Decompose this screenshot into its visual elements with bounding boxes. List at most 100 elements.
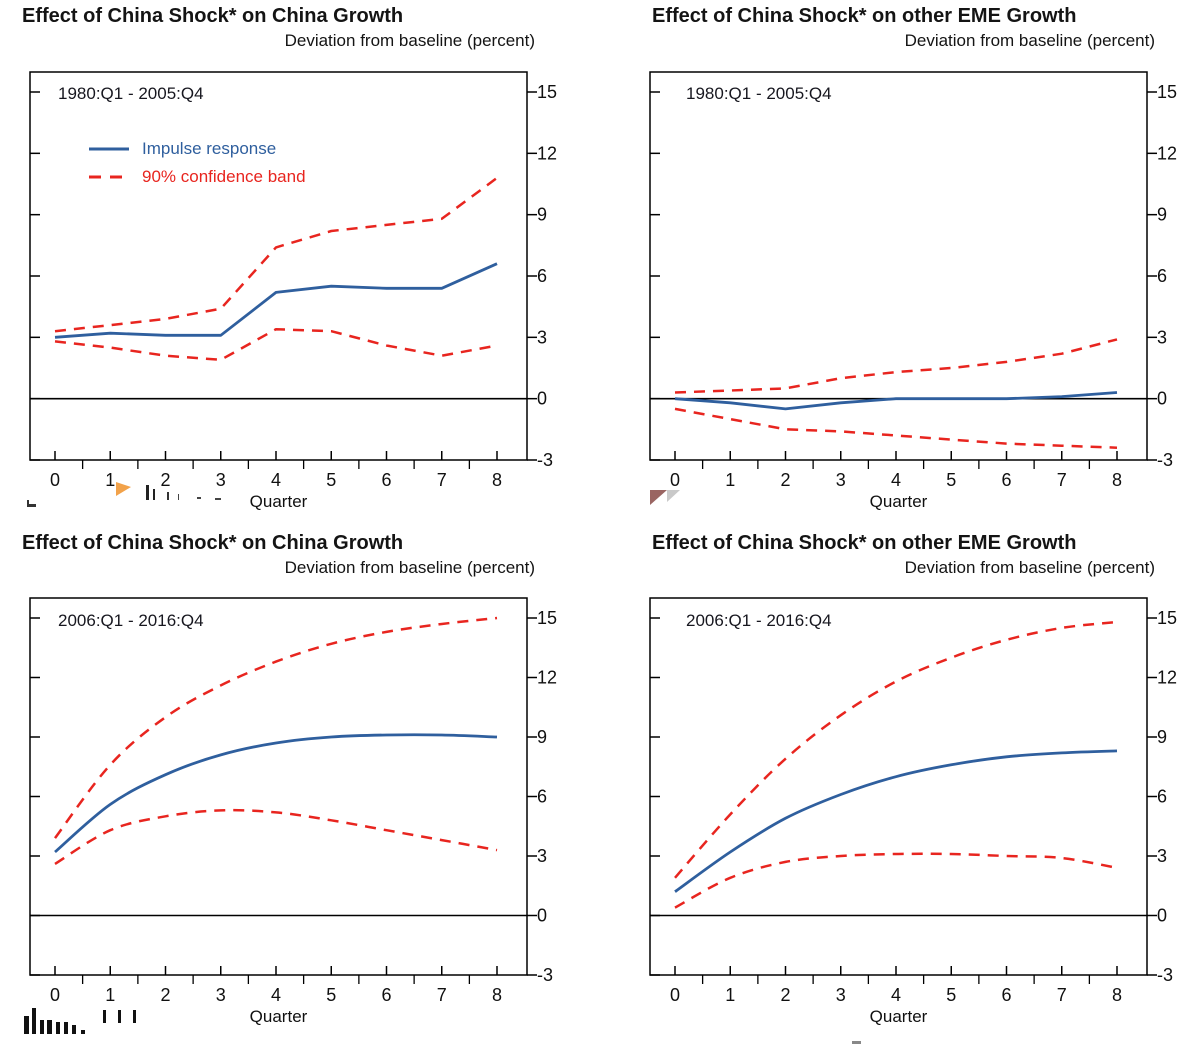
y-tick-label: 12 [1157,143,1177,163]
x-tick-label: 7 [437,470,447,490]
y-tick-label: 3 [1157,327,1167,347]
scan-artifact [24,1016,29,1034]
y-tick-label: 6 [1157,787,1167,807]
y-tick-label: 0 [1157,906,1167,926]
impulse-response-line [674,391,1118,411]
chart-panel-eme-growth-2006: Effect of China Shock* on other EME Grow… [600,527,1200,1053]
y-tick-label: 6 [1157,266,1167,286]
scan-artifact [667,490,680,502]
y-tick-label: 12 [537,668,557,688]
y-tick-label: 0 [1157,389,1167,409]
y-tick-label: 3 [537,327,547,347]
scan-artifact [27,504,36,507]
chart-subtitle: Deviation from baseline (percent) [904,558,1155,577]
chart-title: Effect of China Shock* on other EME Grow… [652,5,1077,27]
y-tick-label: 12 [1157,668,1177,688]
x-tick-label: 4 [891,470,901,490]
x-tick-label: 0 [670,470,680,490]
legend-impulse-label: Impulse response [142,139,277,158]
x-tick-label: 8 [492,470,502,490]
x-tick-label: 1 [105,470,115,490]
chart-title: Effect of China Shock* on China Growth [22,532,404,554]
confidence-band-upper [674,338,1118,394]
y-tick-label: 6 [537,266,547,286]
y-tick-label: 9 [1157,205,1167,225]
chart-panel-china-growth-1980: Effect of China Shock* on China Growth D… [0,0,600,527]
x-tick-label: 3 [216,985,226,1005]
x-tick-label: 6 [1001,470,1011,490]
x-tick-label: 2 [780,985,790,1005]
chart-title: Effect of China Shock* on other EME Grow… [652,532,1077,554]
y-tick-label: 3 [1157,846,1167,866]
x-tick-label: 5 [326,470,336,490]
y-tick-label: -3 [1157,450,1173,470]
x-axis: 0 1 2 3 4 5 6 7 8 [670,451,1122,490]
scan-artifact [81,1030,85,1034]
x-tick-label: 6 [381,985,391,1005]
scan-artifact [852,1041,861,1044]
x-tick-label: 5 [946,985,956,1005]
period-label: 1980:Q1 - 2005:Q4 [686,84,832,103]
impulse-response-line [54,733,498,854]
legend-row-band: 90% confidence band [88,163,306,191]
period-label: 1980:Q1 - 2005:Q4 [58,84,204,103]
x-tick-label: 8 [492,985,502,1005]
legend: Impulse response 90% confidence band [88,135,306,191]
y-tick-label: 9 [537,205,547,225]
x-tick-label: 8 [1112,470,1122,490]
x-tick-label: 1 [105,985,115,1005]
x-tick-label: 8 [1112,985,1122,1005]
scan-artifact [47,1020,52,1034]
x-axis: 0 1 2 3 4 5 6 7 8 [50,966,502,1005]
x-axis: 0 1 2 3 4 5 6 7 8 [670,966,1122,1005]
scan-artifact [153,489,155,500]
y-tick-label: 6 [537,787,547,807]
scan-artifact [215,498,221,500]
x-tick-label: 0 [50,985,60,1005]
scan-artifact [146,485,149,500]
impulse-line-swatch [89,147,129,151]
plot-frame [649,71,1148,461]
period-label: 2006:Q1 - 2016:Q4 [58,611,204,630]
x-tick-label: 3 [836,470,846,490]
scan-artifact [118,1010,121,1023]
impulse-response-line [674,749,1118,893]
y-tick-label: 0 [537,389,547,409]
y-axis: -3 0 3 6 9 12 15 [650,82,1177,470]
x-tick-label: 3 [836,985,846,1005]
x-axis-title: Quarter [870,1007,928,1026]
x-tick-label: 4 [271,470,281,490]
confidence-band-lower [54,808,498,865]
x-tick-label: 2 [780,470,790,490]
chart-title: Effect of China Shock* on China Growth [22,5,404,27]
x-tick-label: 2 [160,985,170,1005]
x-tick-label: 3 [216,470,226,490]
scan-artifact [650,490,667,505]
y-axis: -3 0 3 6 9 12 15 [30,608,557,985]
chart-panel-china-growth-2006: Effect of China Shock* on China Growth D… [0,527,600,1053]
x-tick-label: 5 [326,985,336,1005]
confidence-band-upper [54,616,498,839]
x-tick-label: 4 [891,985,901,1005]
y-tick-label: 15 [537,82,557,102]
y-tick-label: -3 [1157,965,1173,985]
x-tick-label: 6 [381,470,391,490]
y-tick-label: 3 [537,846,547,866]
y-axis: -3 0 3 6 9 12 15 [650,608,1177,985]
plot-frame [649,597,1148,976]
x-tick-label: 1 [725,985,735,1005]
scan-artifact [197,497,201,499]
y-tick-label: 0 [537,906,547,926]
chart-subtitle: Deviation from baseline (percent) [284,31,535,50]
confidence-band-lower [674,852,1118,909]
plot-frame [29,71,528,461]
x-axis-title: Quarter [250,1007,308,1026]
y-tick-label: -3 [537,965,553,985]
chart-subtitle: Deviation from baseline (percent) [284,558,535,577]
confidence-band-lower [674,407,1118,449]
